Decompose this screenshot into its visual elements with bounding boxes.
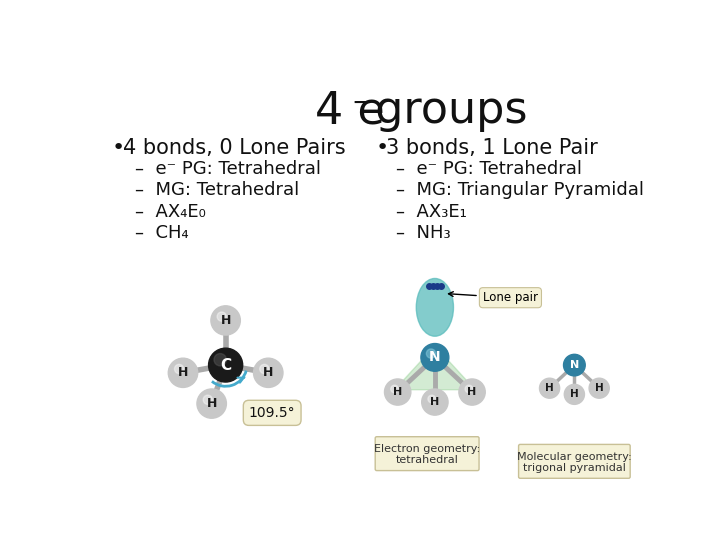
Text: –  MG: Tetrahedral: – MG: Tetrahedral: [135, 181, 300, 199]
Circle shape: [428, 395, 436, 403]
Text: H: H: [263, 366, 274, 379]
Circle shape: [168, 358, 198, 387]
Circle shape: [391, 385, 398, 393]
Polygon shape: [395, 346, 475, 390]
Text: –  MG: Triangular Pyramidal: – MG: Triangular Pyramidal: [396, 181, 644, 199]
Text: H: H: [220, 314, 231, 327]
Text: –  NH₃: – NH₃: [396, 225, 451, 242]
Circle shape: [197, 389, 226, 418]
Circle shape: [217, 312, 226, 321]
Text: N: N: [570, 360, 579, 370]
Text: Molecular geometry:: Molecular geometry:: [517, 452, 631, 462]
Circle shape: [421, 343, 449, 372]
Text: Electron geometry:: Electron geometry:: [374, 444, 480, 454]
Circle shape: [209, 348, 243, 382]
FancyBboxPatch shape: [518, 444, 630, 478]
Text: H: H: [570, 389, 579, 400]
Circle shape: [564, 354, 585, 376]
Circle shape: [211, 306, 240, 335]
Circle shape: [459, 379, 485, 405]
Circle shape: [384, 379, 411, 405]
Circle shape: [253, 358, 283, 387]
Circle shape: [465, 385, 473, 393]
Text: –  CH₄: – CH₄: [135, 225, 189, 242]
Text: –  AX₃E₁: – AX₃E₁: [396, 203, 467, 221]
Text: –  e⁻ PG: Tetrahedral: – e⁻ PG: Tetrahedral: [135, 160, 321, 178]
Circle shape: [589, 378, 609, 398]
Text: •: •: [375, 138, 389, 158]
FancyBboxPatch shape: [375, 437, 479, 470]
Circle shape: [260, 364, 269, 374]
Circle shape: [426, 349, 436, 358]
Text: C: C: [220, 357, 231, 373]
Text: groups: groups: [361, 90, 528, 132]
Text: 4 e: 4 e: [315, 90, 384, 132]
Text: tetrahedral: tetrahedral: [396, 455, 459, 465]
Text: H: H: [178, 366, 188, 379]
Text: H: H: [393, 387, 402, 397]
Circle shape: [214, 354, 226, 366]
Ellipse shape: [416, 279, 454, 336]
Text: •: •: [112, 138, 125, 158]
Text: –  AX₄E₀: – AX₄E₀: [135, 203, 206, 221]
Text: –  e⁻ PG: Tetrahedral: – e⁻ PG: Tetrahedral: [396, 160, 582, 178]
Text: trigonal pyramidal: trigonal pyramidal: [523, 462, 626, 472]
Text: N: N: [429, 350, 441, 365]
Circle shape: [174, 364, 184, 374]
Text: H: H: [545, 383, 554, 393]
Text: −: −: [351, 91, 372, 116]
Text: H: H: [207, 397, 217, 410]
Circle shape: [203, 395, 212, 404]
Text: 3 bonds, 1 Lone Pair: 3 bonds, 1 Lone Pair: [386, 138, 598, 158]
Text: H: H: [595, 383, 603, 393]
Circle shape: [564, 384, 585, 404]
Text: 109.5°: 109.5°: [249, 406, 295, 420]
Text: H: H: [431, 397, 439, 407]
Text: 4 bonds, 0 Lone Pairs: 4 bonds, 0 Lone Pairs: [122, 138, 345, 158]
Text: H: H: [467, 387, 477, 397]
Circle shape: [422, 389, 448, 415]
Circle shape: [539, 378, 559, 398]
Text: Lone pair: Lone pair: [449, 291, 538, 304]
